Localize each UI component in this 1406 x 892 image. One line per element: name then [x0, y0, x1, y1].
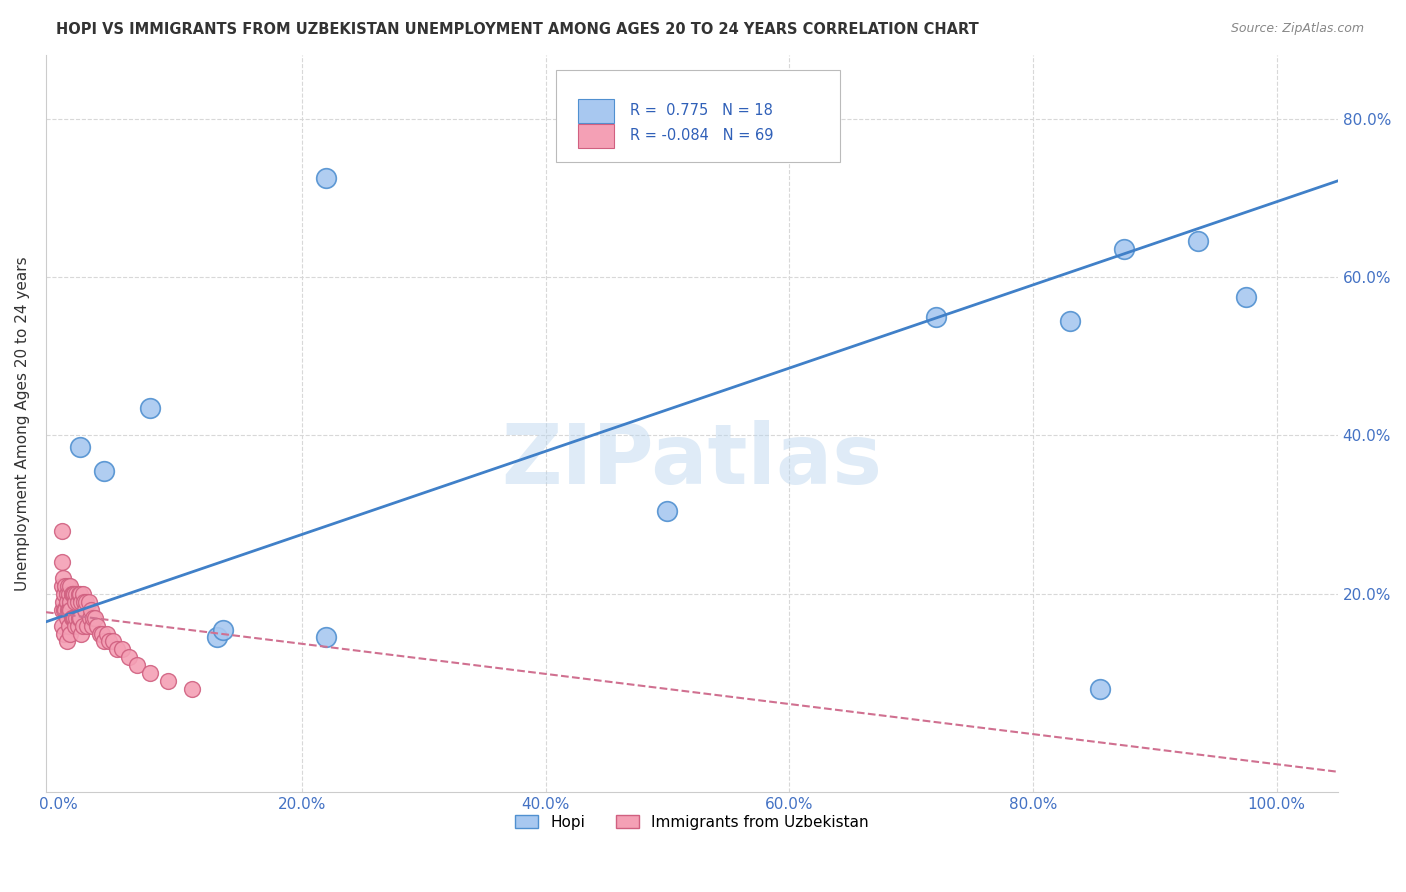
Point — [82, 618, 104, 632]
Point — [70, 595, 93, 609]
Point — [98, 634, 121, 648]
Point — [93, 464, 115, 478]
Point — [69, 587, 91, 601]
Point — [63, 618, 86, 632]
Point — [63, 610, 86, 624]
Text: R =  0.775   N = 18: R = 0.775 N = 18 — [630, 103, 773, 119]
Point — [53, 626, 76, 640]
Point — [51, 618, 73, 632]
Point — [58, 587, 80, 601]
Point — [1234, 290, 1257, 304]
Point — [62, 610, 84, 624]
Point — [91, 626, 114, 640]
Point — [52, 571, 75, 585]
Point — [69, 610, 91, 624]
Point — [82, 610, 104, 624]
Point — [75, 595, 97, 609]
Point — [66, 618, 89, 632]
Point — [89, 626, 111, 640]
Point — [55, 610, 77, 624]
Point — [156, 673, 179, 688]
Point — [56, 579, 79, 593]
Point — [72, 587, 94, 601]
Point — [53, 587, 76, 601]
Point — [110, 642, 132, 657]
Point — [59, 626, 82, 640]
Point — [138, 666, 160, 681]
Point — [924, 310, 946, 324]
Text: R = -0.084   N = 69: R = -0.084 N = 69 — [630, 128, 773, 144]
Point — [73, 595, 96, 609]
Point — [181, 681, 204, 696]
Point — [67, 610, 90, 624]
Point — [66, 595, 89, 609]
Point — [101, 634, 124, 648]
Point — [63, 595, 86, 609]
Legend: Hopi, Immigrants from Uzbekistan: Hopi, Immigrants from Uzbekistan — [509, 809, 875, 836]
Point — [70, 626, 93, 640]
Point — [65, 587, 87, 601]
Point — [315, 170, 337, 185]
Point — [83, 610, 105, 624]
Point — [58, 603, 80, 617]
Point — [1059, 313, 1081, 327]
Point — [56, 603, 79, 617]
Point — [51, 555, 73, 569]
Point — [55, 603, 77, 617]
Point — [65, 610, 87, 624]
FancyBboxPatch shape — [578, 99, 614, 123]
Text: ZIPatlas: ZIPatlas — [502, 420, 883, 501]
Point — [1114, 242, 1136, 256]
Point — [55, 634, 77, 648]
Point — [72, 618, 94, 632]
Point — [53, 603, 76, 617]
Point — [62, 587, 84, 601]
Text: Source: ZipAtlas.com: Source: ZipAtlas.com — [1230, 22, 1364, 36]
Point — [52, 595, 75, 609]
Point — [657, 504, 679, 518]
Y-axis label: Unemployment Among Ages 20 to 24 years: Unemployment Among Ages 20 to 24 years — [15, 256, 30, 591]
Point — [51, 603, 73, 617]
Point — [96, 626, 118, 640]
Point — [1088, 681, 1111, 696]
Point — [315, 631, 337, 645]
Point — [76, 618, 98, 632]
Point — [55, 595, 77, 609]
Point — [59, 595, 82, 609]
Point — [211, 623, 233, 637]
Point — [55, 579, 77, 593]
Point — [59, 603, 82, 617]
Point — [69, 440, 91, 454]
Point — [60, 587, 83, 601]
FancyBboxPatch shape — [578, 124, 614, 148]
Point — [73, 603, 96, 617]
Point — [59, 579, 82, 593]
Point — [80, 603, 103, 617]
Point — [67, 587, 90, 601]
Point — [205, 631, 228, 645]
Point — [55, 587, 77, 601]
Point — [105, 642, 128, 657]
Point — [127, 658, 149, 673]
Point — [63, 587, 86, 601]
Point — [86, 618, 108, 632]
Point — [79, 610, 101, 624]
Point — [138, 401, 160, 415]
Point — [51, 524, 73, 538]
Point — [118, 650, 141, 665]
Point — [77, 595, 100, 609]
Point — [60, 610, 83, 624]
Point — [51, 579, 73, 593]
Point — [1187, 235, 1209, 249]
Point — [93, 634, 115, 648]
Text: HOPI VS IMMIGRANTS FROM UZBEKISTAN UNEMPLOYMENT AMONG AGES 20 TO 24 YEARS CORREL: HOPI VS IMMIGRANTS FROM UZBEKISTAN UNEMP… — [56, 22, 979, 37]
FancyBboxPatch shape — [557, 70, 841, 162]
Point — [58, 618, 80, 632]
